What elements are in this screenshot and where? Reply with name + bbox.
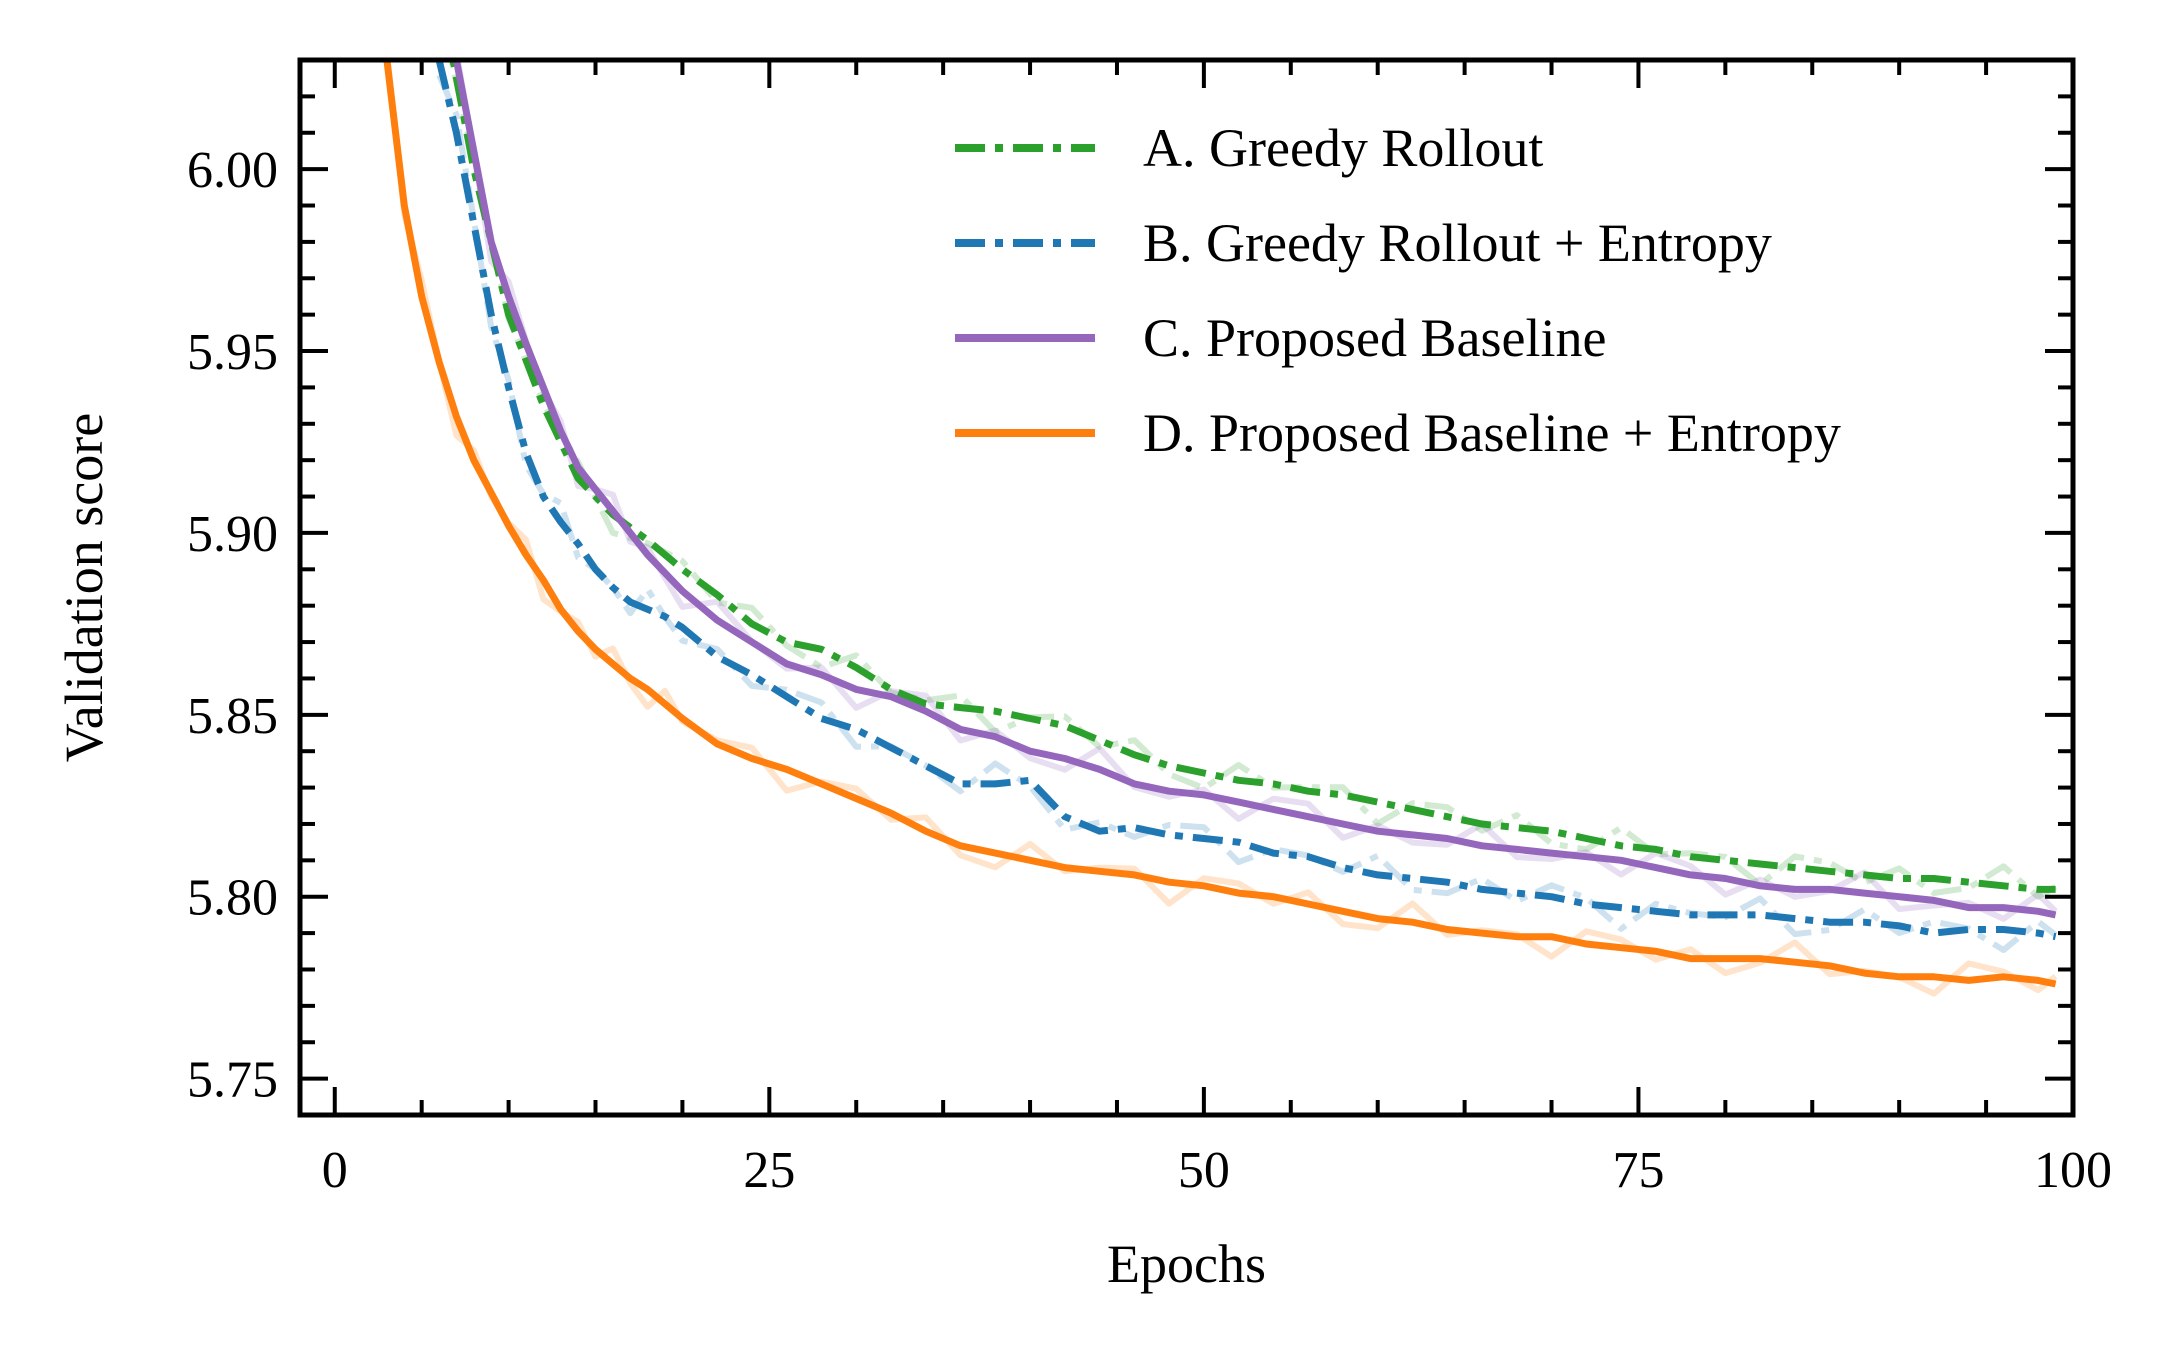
y-tick-label: 5.85 bbox=[187, 688, 278, 745]
tick-labels-layer: 0 25 50 75 100 5.75 5.80 5.85 5.90 5.95 6.00 bbox=[187, 142, 2112, 1199]
legend-item-b-greedy-rollout-entropy: B. Greedy Rollout + Entropy bbox=[955, 213, 1772, 273]
y-tick-label: 5.80 bbox=[187, 870, 278, 927]
series-line-b-greedy-rollout-entropy bbox=[435, 60, 2057, 941]
x-tick-label: 25 bbox=[743, 1142, 795, 1199]
y-tick-label: 6.00 bbox=[187, 142, 278, 199]
x-tick-label: 0 bbox=[322, 1142, 348, 1199]
legend-label: B. Greedy Rollout + Entropy bbox=[1143, 213, 1772, 273]
series-layer bbox=[383, 60, 2057, 988]
legend-item-d-proposed-baseline-entropy: D. Proposed Baseline + Entropy bbox=[955, 403, 1841, 463]
x-tick-label: 50 bbox=[1178, 1142, 1230, 1199]
legend-label: A. Greedy Rollout bbox=[1143, 118, 1543, 178]
series-raw-b-greedy-rollout-entropy bbox=[436, 73, 2058, 953]
plot-frame bbox=[297, 57, 2076, 1118]
x-axis-label: Epochs bbox=[1107, 1234, 1266, 1294]
y-tick-label: 5.75 bbox=[187, 1052, 278, 1109]
legend-item-c-proposed-baseline: C. Proposed Baseline bbox=[955, 308, 1606, 368]
y-tick-label: 5.95 bbox=[187, 324, 278, 381]
series-raw-d-proposed-baseline-entropy bbox=[384, 60, 2058, 997]
series-raw-a-greedy-rollout bbox=[448, 60, 2058, 900]
series-line-a-greedy-rollout bbox=[449, 60, 2056, 893]
legend-label: C. Proposed Baseline bbox=[1143, 308, 1606, 368]
legend: A. Greedy Rollout B. Greedy Rollout + Ent… bbox=[955, 118, 1841, 463]
y-axis-label: Validation score bbox=[54, 413, 114, 762]
legend-label: D. Proposed Baseline + Entropy bbox=[1143, 403, 1841, 463]
x-tick-label: 75 bbox=[1612, 1142, 1664, 1199]
x-tick-label: 100 bbox=[2034, 1142, 2112, 1199]
series-raw-c-proposed-baseline bbox=[454, 60, 2058, 922]
legend-item-a-greedy-rollout: A. Greedy Rollout bbox=[955, 118, 1543, 178]
series-line-d-proposed-baseline-entropy bbox=[383, 60, 2057, 988]
y-tick-label: 5.90 bbox=[187, 506, 278, 563]
series-line-c-proposed-baseline bbox=[452, 60, 2057, 919]
